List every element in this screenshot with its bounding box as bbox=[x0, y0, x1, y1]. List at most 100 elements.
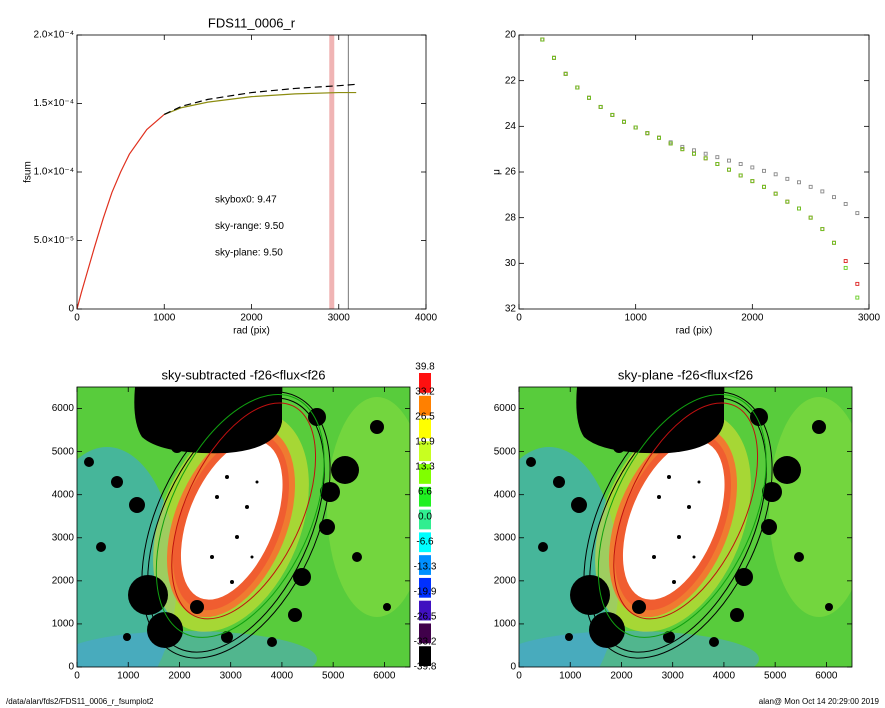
colorbar-band bbox=[419, 373, 431, 393]
point bbox=[668, 141, 673, 146]
y-tick-label: 26 bbox=[505, 167, 517, 178]
point bbox=[552, 55, 556, 60]
y-tick-label: 22 bbox=[505, 75, 517, 86]
colorbar-label: 26.5 bbox=[415, 412, 435, 423]
colorbar-label: -39.8 bbox=[414, 662, 437, 673]
colorbar-label: 0.0 bbox=[418, 512, 432, 523]
point bbox=[680, 144, 685, 149]
y-tick-label: 5.0×10⁻⁵ bbox=[34, 235, 74, 246]
x-tick-label: 5000 bbox=[764, 671, 787, 682]
axes-frame bbox=[76, 386, 411, 668]
point bbox=[820, 227, 825, 232]
colorbar-label: -26.5 bbox=[414, 612, 437, 623]
colorbar-band bbox=[419, 441, 431, 462]
colorbar-band bbox=[419, 623, 431, 644]
x-tick-label: 4000 bbox=[713, 671, 736, 682]
annotation: sky-range: 9.50 bbox=[215, 221, 284, 232]
axes-frame bbox=[76, 34, 427, 310]
colorbar-band bbox=[419, 509, 431, 530]
colorbar-band bbox=[419, 646, 431, 666]
y-tick-label: 28 bbox=[505, 212, 517, 223]
point bbox=[703, 151, 708, 156]
footer-path: /data/alan/fds2/FDS11_0006_r_fsumplot2 bbox=[6, 697, 154, 706]
y-tick-label: 1.5×10⁻⁴ bbox=[34, 98, 74, 109]
x-tick-label: 3000 bbox=[220, 671, 243, 682]
x-tick-label: 0 bbox=[74, 671, 80, 682]
point bbox=[727, 167, 731, 172]
point bbox=[843, 265, 848, 270]
point bbox=[715, 162, 720, 166]
point bbox=[575, 85, 580, 90]
point bbox=[797, 180, 801, 185]
x-tick-label: 1000 bbox=[153, 313, 176, 324]
point bbox=[610, 112, 615, 117]
x-tick-label: 3000 bbox=[328, 313, 351, 324]
y-tick-label: 2000 bbox=[494, 575, 517, 586]
y-tick-label: 2000 bbox=[52, 575, 75, 586]
point bbox=[715, 155, 720, 160]
colorbar-label: 39.8 bbox=[415, 362, 435, 373]
point bbox=[843, 202, 848, 206]
x-tick-label: 1000 bbox=[559, 671, 582, 682]
colorbar-label: -6.6 bbox=[416, 537, 434, 548]
point bbox=[622, 119, 626, 124]
colorbar-band bbox=[419, 395, 431, 416]
point bbox=[843, 259, 848, 263]
y-tick-label: 2.0×10⁻⁴ bbox=[34, 30, 74, 41]
point bbox=[680, 147, 685, 152]
point bbox=[598, 104, 603, 109]
colorbar-label: -33.2 bbox=[414, 637, 437, 648]
x-tick-label: 4000 bbox=[271, 671, 294, 682]
chart-title: sky-plane -f26<flux<f26 bbox=[618, 367, 753, 382]
sky-image bbox=[479, 362, 869, 707]
y-tick-label: 5000 bbox=[494, 446, 517, 457]
point bbox=[762, 184, 766, 189]
y-tick-label: 5000 bbox=[52, 446, 75, 457]
point bbox=[855, 281, 860, 286]
axes-frame bbox=[518, 34, 870, 310]
point bbox=[563, 71, 568, 76]
x-tick-label: 0 bbox=[516, 313, 522, 324]
point bbox=[738, 162, 743, 166]
point bbox=[738, 173, 743, 178]
y-axis-label: fsum bbox=[23, 161, 34, 183]
y-tick-label: 6000 bbox=[494, 403, 517, 414]
x-tick-label: 0 bbox=[516, 671, 522, 682]
y-tick-label: 1.0×10⁻⁴ bbox=[34, 167, 74, 178]
point bbox=[552, 55, 556, 60]
x-tick-label: 1000 bbox=[625, 313, 648, 324]
y-tick-label: 4000 bbox=[494, 489, 517, 500]
colorbar-band bbox=[419, 555, 431, 575]
x-tick-label: 2000 bbox=[240, 313, 263, 324]
annotation: sky-plane: 9.50 bbox=[215, 248, 283, 259]
point bbox=[692, 148, 696, 153]
chart-title: sky-subtracted -f26<flux<f26 bbox=[161, 367, 325, 382]
curve bbox=[76, 114, 165, 310]
point bbox=[750, 179, 755, 184]
point bbox=[832, 240, 836, 245]
point bbox=[727, 158, 731, 163]
point bbox=[692, 151, 696, 156]
point bbox=[633, 125, 638, 130]
curve bbox=[163, 83, 357, 116]
x-tick-label: 2000 bbox=[610, 671, 633, 682]
point bbox=[540, 37, 545, 42]
colorbar-band bbox=[419, 532, 431, 553]
x-tick-label: 3000 bbox=[858, 313, 881, 324]
point bbox=[645, 131, 650, 136]
point bbox=[703, 156, 708, 161]
y-tick-label: 30 bbox=[505, 258, 517, 269]
annotation: skybox0: 9.47 bbox=[215, 195, 277, 206]
y-tick-label: 4000 bbox=[52, 489, 75, 500]
point bbox=[540, 37, 545, 42]
colorbar-label: -13.3 bbox=[414, 562, 437, 573]
footer-stamp: alan@ Mon Oct 14 20:29:00 2019 bbox=[759, 697, 880, 706]
x-axis-label: rad (pix) bbox=[676, 326, 713, 337]
colorbar-label: 6.6 bbox=[418, 487, 432, 498]
colorbar-label: 33.2 bbox=[415, 387, 435, 398]
colorbar-label: 13.3 bbox=[415, 462, 435, 473]
colorbar-band bbox=[419, 418, 431, 439]
point bbox=[820, 189, 825, 194]
point bbox=[785, 176, 790, 181]
